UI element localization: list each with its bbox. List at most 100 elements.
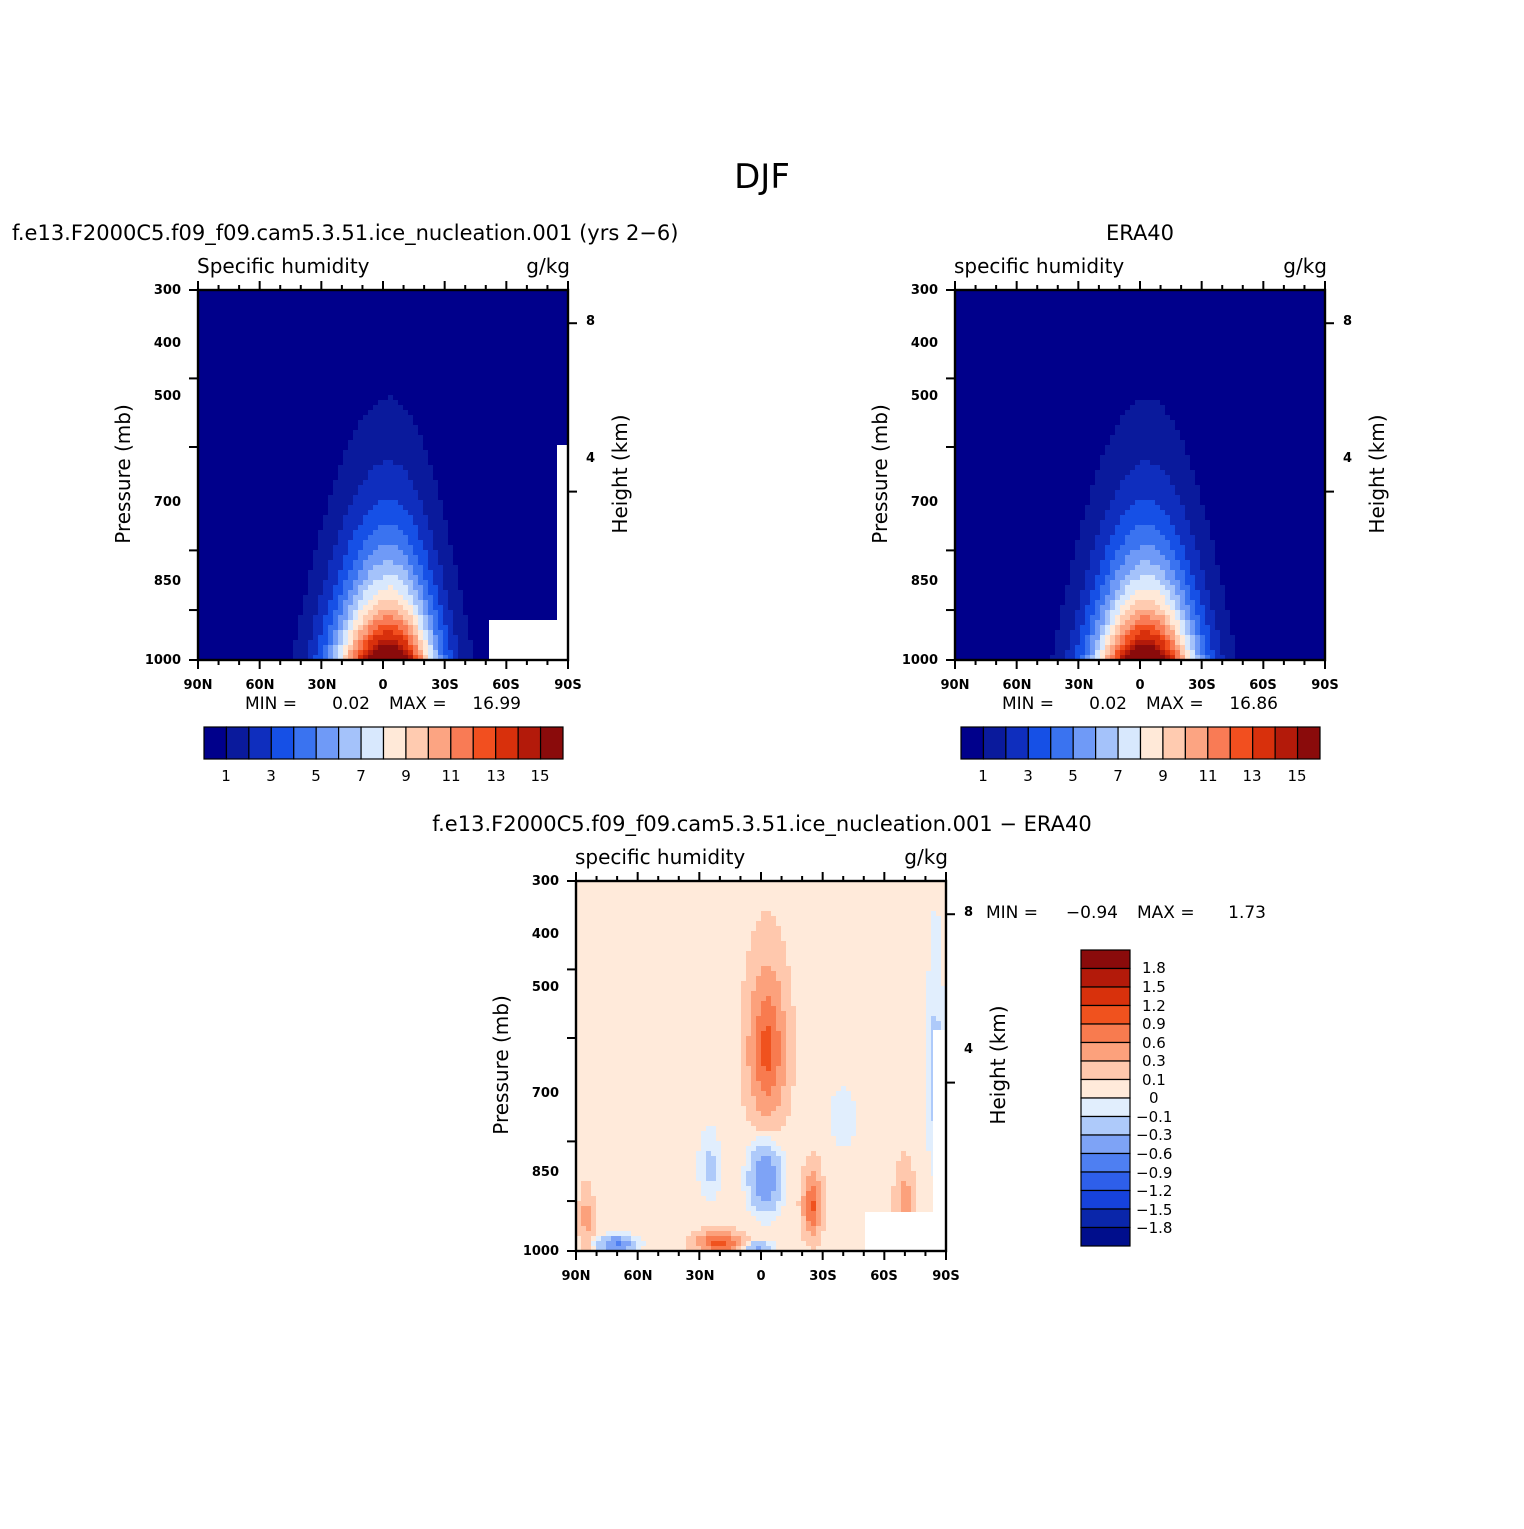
contour-cell: [463, 585, 469, 591]
contour-cell: [328, 315, 334, 321]
contour-cell: [513, 505, 519, 511]
contour-cell: [513, 500, 519, 506]
contour-cell: [493, 320, 499, 326]
contour-cell: [253, 565, 259, 571]
contour-cell: [458, 495, 464, 501]
contour-cell: [433, 555, 439, 561]
contour-cell: [338, 400, 344, 406]
contour-cell: [358, 450, 364, 456]
contour-cell: [508, 590, 514, 596]
contour-cell: [343, 600, 349, 606]
contour-cell: [463, 550, 469, 556]
contour-cell: [498, 295, 504, 301]
contour-cell: [318, 500, 324, 506]
contour-cell: [373, 340, 379, 346]
contour-cell: [333, 345, 339, 351]
contour-cell: [283, 310, 289, 316]
contour-cell: [448, 290, 454, 296]
contour-cell: [563, 370, 569, 376]
contour-cell: [368, 475, 374, 481]
contour-cell: [498, 460, 504, 466]
contour-cell: [278, 600, 284, 606]
contour-cell: [453, 290, 459, 296]
contour-cell: [453, 600, 459, 606]
contour-cell: [328, 400, 334, 406]
contour-cell: [468, 440, 474, 446]
contour-cell: [428, 455, 434, 461]
contour-cell: [238, 295, 244, 301]
contour-cell: [228, 385, 234, 391]
contour-cell: [268, 330, 274, 336]
contour-cell: [333, 430, 339, 436]
contour-cell: [558, 400, 564, 406]
contour-cell: [453, 490, 459, 496]
contour-cell: [528, 580, 534, 586]
contour-cell: [238, 390, 244, 396]
contour-cell: [493, 505, 499, 511]
contour-cell: [208, 625, 214, 631]
contour-cell: [358, 485, 364, 491]
contour-cell: [533, 305, 539, 311]
contour-cell: [308, 465, 314, 471]
contour-cell: [333, 620, 339, 626]
contour-cell: [313, 470, 319, 476]
contour-cell: [428, 620, 434, 626]
contour-cell: [233, 470, 239, 476]
contour-cell: [333, 465, 339, 471]
contour-cell: [318, 435, 324, 441]
contour-cell: [378, 510, 384, 516]
contour-cell: [458, 555, 464, 561]
contour-cell: [563, 395, 569, 401]
contour-cell: [198, 580, 204, 586]
contour-cell: [213, 455, 219, 461]
contour-cell: [363, 600, 369, 606]
contour-cell: [463, 545, 469, 551]
contour-cell: [553, 465, 559, 471]
contour-cell: [483, 510, 489, 516]
contour-cell: [258, 310, 264, 316]
contour-cell: [218, 580, 224, 586]
contour-cell: [308, 430, 314, 436]
contour-cell: [538, 485, 544, 491]
contour-cell: [213, 350, 219, 356]
contour-cell: [498, 425, 504, 431]
contour-cell: [298, 385, 304, 391]
contour-cell: [443, 540, 449, 546]
contour-cell: [318, 520, 324, 526]
contour-cell: [203, 615, 209, 621]
contour-cell: [218, 315, 224, 321]
contour-cell: [503, 330, 509, 336]
contour-cell: [513, 460, 519, 466]
contour-cell: [328, 545, 334, 551]
contour-cell: [443, 375, 449, 381]
contour-cell: [388, 510, 394, 516]
contour-cell: [388, 450, 394, 456]
contour-cell: [548, 390, 554, 396]
contour-cell: [448, 535, 454, 541]
contour-cell: [208, 310, 214, 316]
contour-cell: [483, 405, 489, 411]
contour-cell: [438, 525, 444, 531]
contour-cell: [418, 470, 424, 476]
contour-cell: [363, 325, 369, 331]
contour-cell: [268, 430, 274, 436]
contour-cell: [378, 515, 384, 521]
contour-cell: [358, 320, 364, 326]
contour-cell: [218, 605, 224, 611]
contour-cell: [283, 370, 289, 376]
contour-cell: [278, 610, 284, 616]
contour-cell: [308, 320, 314, 326]
contour-cell: [328, 480, 334, 486]
contour-cell: [203, 370, 209, 376]
contour-cell: [478, 370, 484, 376]
contour-cell: [233, 305, 239, 311]
contour-cell: [513, 455, 519, 461]
contour-cell: [223, 325, 229, 331]
contour-cell: [398, 425, 404, 431]
contour-cell: [448, 395, 454, 401]
contour-cell: [563, 435, 569, 441]
contour-cell: [323, 400, 329, 406]
contour-cell: [318, 340, 324, 346]
contour-cell: [333, 535, 339, 541]
contour-cell: [528, 535, 534, 541]
